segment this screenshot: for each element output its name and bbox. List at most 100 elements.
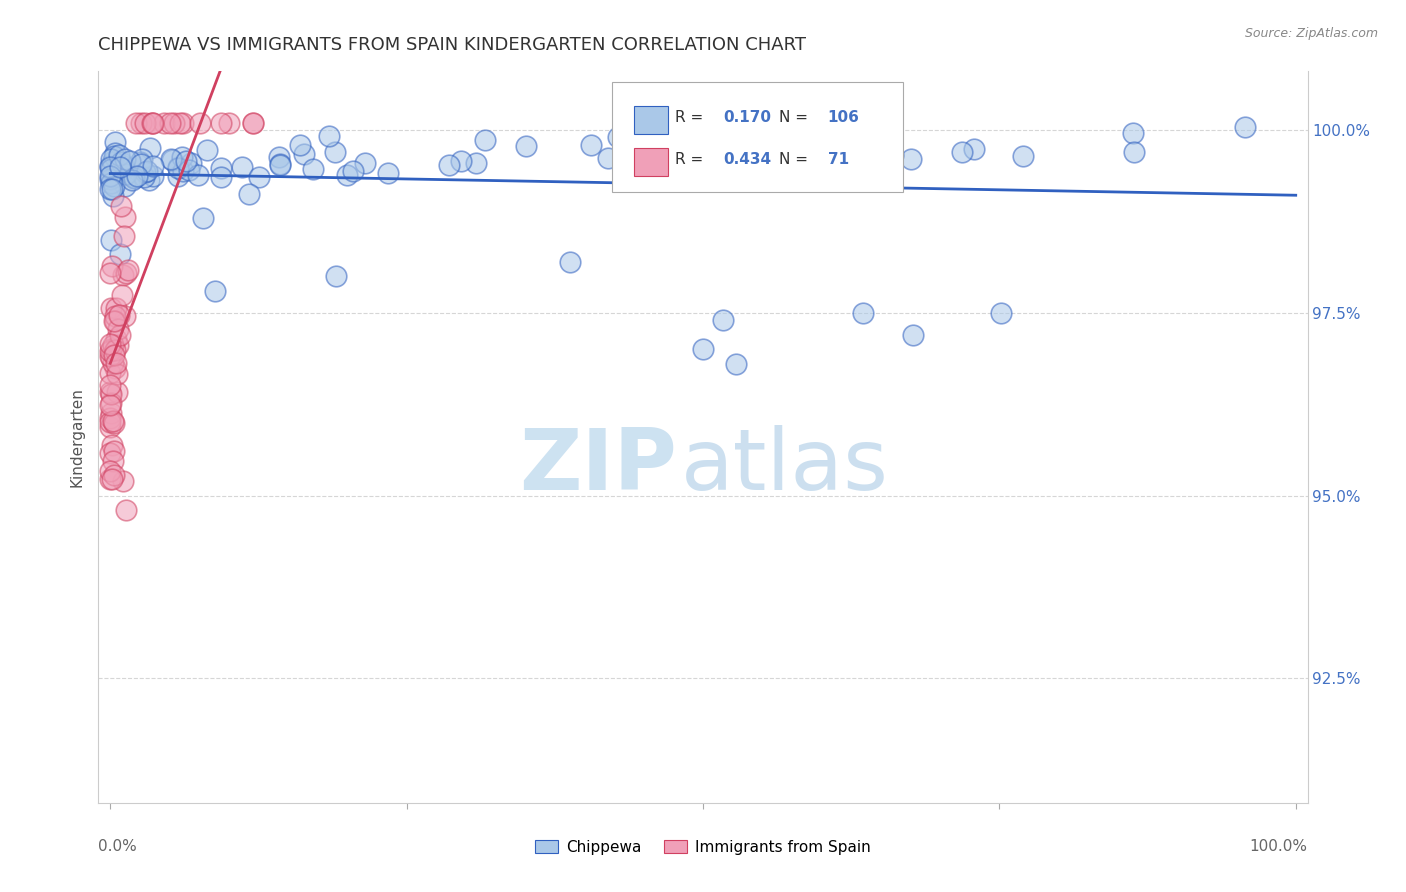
Point	[450, 153, 472, 168]
Text: 0.0%: 0.0%	[98, 839, 138, 855]
Point	[120, 154, 142, 169]
Point	[141, 115, 163, 129]
Point	[105, 367, 128, 381]
Point	[783, 145, 806, 159]
Text: CHIPPEWA VS IMMIGRANTS FROM SPAIN KINDERGARTEN CORRELATION CHART: CHIPPEWA VS IMMIGRANTS FROM SPAIN KINDER…	[98, 36, 807, 54]
Point	[1123, 145, 1146, 160]
Point	[647, 141, 669, 155]
Point	[98, 366, 121, 380]
Point	[103, 313, 125, 327]
Text: Source: ZipAtlas.com: Source: ZipAtlas.com	[1244, 27, 1378, 40]
Point	[100, 301, 122, 315]
Point	[112, 268, 135, 283]
Point	[98, 385, 121, 400]
Point	[100, 349, 122, 363]
Point	[100, 172, 122, 186]
Point	[596, 151, 619, 165]
Point	[108, 147, 131, 161]
Point	[112, 159, 135, 173]
Point	[179, 162, 201, 177]
Point	[112, 161, 135, 176]
Point	[193, 211, 215, 225]
Point	[98, 446, 121, 460]
Point	[114, 309, 136, 323]
Point	[581, 138, 603, 153]
Point	[111, 288, 134, 302]
Point	[100, 406, 122, 420]
Point	[318, 129, 340, 144]
Point	[114, 503, 136, 517]
Point	[125, 169, 148, 183]
Point	[104, 361, 127, 376]
Point	[100, 438, 122, 452]
Point	[180, 156, 202, 170]
Point	[98, 420, 121, 434]
Point	[98, 266, 121, 280]
Point	[100, 472, 122, 486]
Text: 0.170: 0.170	[724, 110, 772, 125]
Point	[174, 154, 197, 169]
Point	[209, 170, 232, 185]
Point	[100, 152, 122, 166]
Point	[323, 145, 346, 159]
Point	[104, 355, 127, 369]
Point	[336, 169, 359, 183]
Point	[515, 138, 537, 153]
Point	[103, 178, 125, 193]
Point	[98, 378, 121, 392]
Point	[963, 142, 986, 156]
Point	[100, 464, 122, 478]
Point	[711, 313, 734, 327]
Point	[242, 115, 264, 129]
FancyBboxPatch shape	[634, 147, 668, 176]
Point	[104, 135, 127, 149]
Point	[112, 229, 135, 244]
Text: 106: 106	[828, 110, 859, 125]
Point	[169, 115, 191, 129]
Point	[167, 160, 190, 174]
Point	[125, 115, 148, 129]
Point	[108, 308, 131, 322]
Point	[950, 145, 973, 159]
Point	[631, 148, 654, 162]
Point	[873, 115, 896, 129]
Point	[100, 177, 122, 191]
Point	[692, 144, 714, 158]
Point	[692, 343, 714, 357]
Point	[107, 338, 129, 352]
Point	[142, 159, 165, 173]
Point	[342, 164, 364, 178]
Point	[105, 384, 128, 399]
Point	[172, 150, 194, 164]
Point	[204, 284, 226, 298]
Point	[269, 158, 291, 172]
Point	[110, 199, 132, 213]
Point	[100, 342, 122, 356]
Point	[115, 266, 138, 280]
Point	[110, 247, 132, 261]
Point	[218, 115, 240, 129]
Point	[101, 260, 124, 274]
Point	[848, 155, 870, 169]
Point	[162, 115, 184, 129]
Point	[117, 262, 139, 277]
Point	[129, 115, 152, 129]
Point	[112, 474, 135, 488]
Point	[104, 301, 127, 315]
Point	[104, 146, 127, 161]
Point	[162, 153, 184, 167]
Point	[290, 137, 312, 152]
Point	[108, 160, 131, 174]
Point	[172, 115, 194, 129]
Point	[101, 188, 124, 202]
Point	[1122, 126, 1144, 140]
Point	[159, 115, 181, 129]
Point	[142, 115, 165, 129]
Point	[247, 169, 270, 184]
Point	[129, 154, 152, 169]
Point	[142, 169, 165, 184]
Point	[98, 337, 121, 351]
Point	[167, 161, 190, 175]
Text: 0.434: 0.434	[724, 152, 772, 167]
Point	[138, 141, 160, 155]
